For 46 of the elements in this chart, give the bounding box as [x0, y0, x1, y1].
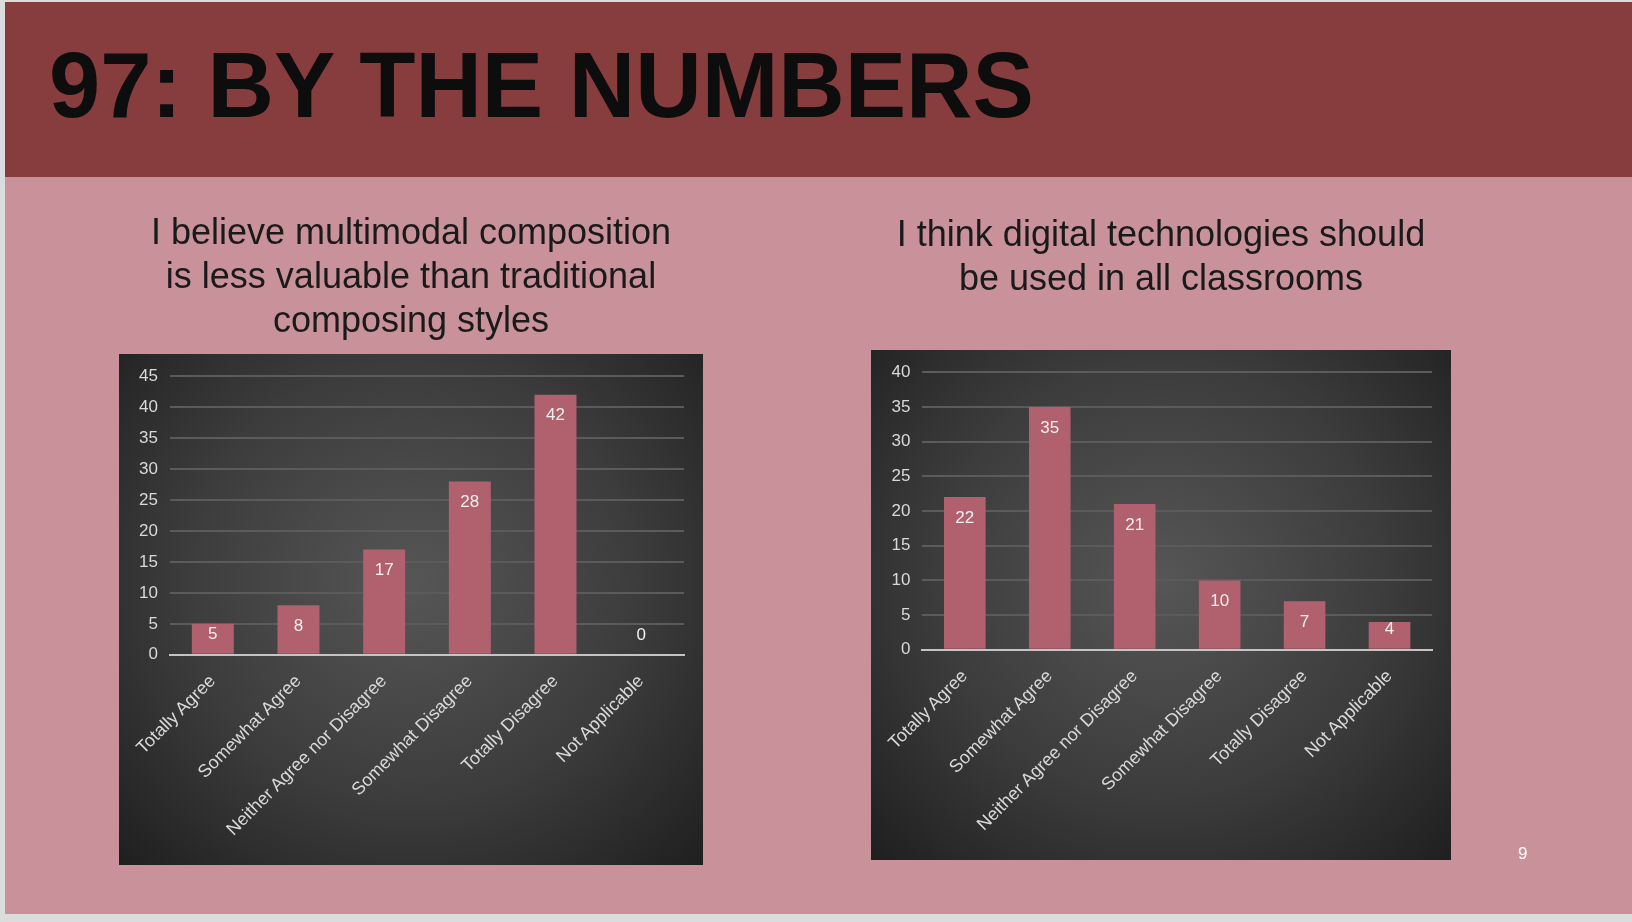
bar: [1028, 406, 1071, 649]
y-tick-label: 10: [139, 582, 158, 602]
y-tick-label: 5: [900, 604, 911, 624]
bar: [448, 481, 491, 654]
y-tick-label: 25: [139, 489, 158, 509]
text: 97: BY THE NUMBERS: [49, 34, 1034, 136]
chart-title: I think digital technologies should be used in all classrooms: [895, 212, 1427, 300]
y-tick-label: 20: [891, 500, 911, 520]
text: 9: [1518, 843, 1528, 865]
data-label: 42: [546, 405, 565, 425]
bar: [534, 394, 577, 654]
data-label: 17: [374, 560, 394, 580]
data-label: 10: [1210, 591, 1230, 611]
y-tick-label: 40: [139, 396, 158, 416]
bar: [1283, 601, 1326, 649]
y-tick-label: 45: [139, 365, 158, 385]
y-tick-label: 15: [891, 535, 911, 555]
bar: [1113, 504, 1156, 649]
y-tick-label: 30: [139, 458, 158, 478]
y-tick-label: 35: [891, 396, 911, 416]
y-tick-label: 25: [891, 465, 911, 485]
y-tick-label: 40: [891, 361, 911, 381]
data-label: 5: [208, 624, 218, 644]
data-label: 8: [293, 615, 304, 635]
data-label: 4: [1384, 619, 1395, 639]
y-tick-label: 5: [148, 613, 158, 633]
chart-title: I believe multimodal composition is less valuable than traditional composing styles: [149, 210, 673, 342]
y-tick-label: 20: [139, 520, 158, 540]
data-label: 28: [460, 492, 480, 512]
bar: [363, 549, 406, 654]
y-tick-label: 0: [148, 644, 158, 664]
y-tick-label: 10: [891, 570, 911, 590]
y-tick-label: 0: [900, 639, 911, 659]
data-label: 7: [1299, 611, 1310, 631]
data-label: 35: [1040, 417, 1060, 437]
y-tick-label: 30: [891, 431, 911, 451]
data-label: 22: [955, 507, 975, 527]
y-tick-label: 35: [139, 427, 158, 447]
bar: [944, 497, 986, 649]
bar: [1368, 622, 1411, 649]
data-label: 21: [1125, 514, 1145, 534]
y-tick-label: 15: [139, 551, 158, 571]
data-label: 0: [636, 625, 646, 645]
bar: [191, 623, 234, 654]
bar: [1198, 580, 1241, 649]
bar: [277, 605, 320, 654]
